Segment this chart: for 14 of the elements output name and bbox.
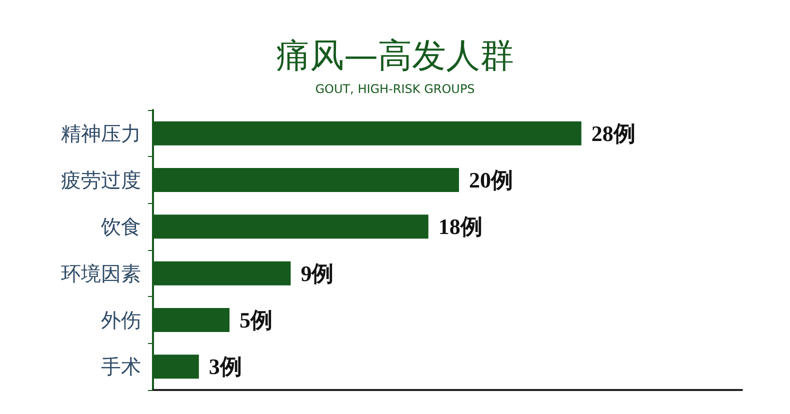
y-tick-label: 手术 (101, 354, 141, 379)
y-tick-label: 外伤 (101, 308, 141, 332)
data-label: 9例 (300, 260, 334, 286)
data-label: 20例 (468, 168, 513, 192)
y-tick-label: 环境因素 (61, 261, 141, 286)
y-tick-label: 精神压力 (61, 121, 141, 146)
data-label: 18例 (438, 214, 482, 240)
data-label: 5例 (239, 308, 272, 332)
chart-subtitle: GOUT, HIGH-RISK GROUPS (315, 82, 475, 96)
chart-title: 痛风—高发人群 (276, 36, 514, 76)
data-label: 3例 (208, 354, 242, 380)
data-label: 28例 (591, 120, 636, 146)
y-tick-label: 疲劳过度 (61, 168, 141, 192)
y-tick-label: 饮食 (100, 214, 141, 239)
